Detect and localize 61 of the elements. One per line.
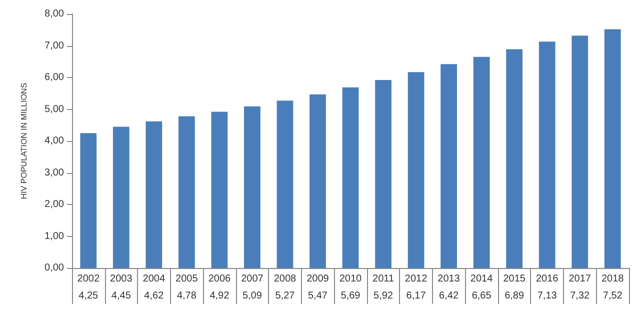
data-label: 6,65 <box>472 290 492 302</box>
x-tick-label: 2017 <box>568 274 592 284</box>
x-tick-label: 2013 <box>438 274 460 284</box>
data-label: 4,92 <box>210 290 230 302</box>
bar <box>473 56 490 268</box>
x-tick-label: 2002 <box>77 274 100 284</box>
bar <box>375 80 392 268</box>
bar <box>310 94 326 268</box>
x-tick-label: 2015 <box>503 274 526 284</box>
y-tick-label: 6,00 <box>44 72 64 83</box>
data-label: 4,25 <box>78 290 99 302</box>
data-label: 7,13 <box>537 290 558 302</box>
x-tick-label: 2007 <box>241 274 264 284</box>
bar <box>342 87 359 268</box>
data-label: 5,47 <box>308 290 328 302</box>
y-tick-label: 5,00 <box>44 104 64 115</box>
y-tick-label: 7,00 <box>44 40 64 52</box>
x-tick-label: 2016 <box>536 274 559 284</box>
bar <box>440 64 457 268</box>
y-tick-label: 4,00 <box>44 136 64 146</box>
data-label: 5,09 <box>242 290 262 302</box>
x-tick-label: 2014 <box>470 274 494 284</box>
x-tick-label: 2010 <box>339 274 362 284</box>
y-tick-label: 2,00 <box>44 199 64 210</box>
bar <box>80 133 97 268</box>
bar <box>211 112 228 268</box>
x-tick-label: 2009 <box>306 274 330 284</box>
data-label: 7,52 <box>602 290 623 302</box>
data-label: 5,27 <box>275 290 296 302</box>
y-tick-label: 8,00 <box>44 8 64 20</box>
bar <box>276 100 294 268</box>
x-tick-label: 2018 <box>601 274 624 284</box>
bar <box>112 126 130 268</box>
y-tick-label: 3,00 <box>44 167 64 178</box>
y-axis-title: HIV POPULATION IN MILLIONS <box>20 82 28 200</box>
y-tick-label: 0,00 <box>44 262 64 274</box>
x-tick-label: 2011 <box>372 274 394 284</box>
bar <box>506 49 523 268</box>
bar <box>244 106 260 268</box>
data-label: 5,92 <box>374 290 394 302</box>
data-label: 4,78 <box>176 290 197 302</box>
bar <box>572 36 588 268</box>
x-tick-label: 2004 <box>142 274 166 284</box>
data-label: 7,32 <box>570 290 590 302</box>
data-label: 4,62 <box>144 290 164 302</box>
bar <box>408 72 424 268</box>
bar <box>538 42 556 268</box>
x-tick-label: 2012 <box>404 274 428 284</box>
x-tick-label: 2005 <box>176 274 198 284</box>
y-tick-label: 1,00 <box>44 230 64 242</box>
data-label: 6,89 <box>504 290 524 302</box>
data-label: 4,45 <box>111 290 132 302</box>
x-tick-label: 2008 <box>274 274 297 284</box>
bar <box>604 29 621 268</box>
x-tick-label: 2006 <box>208 274 231 284</box>
bar <box>178 116 195 268</box>
data-label: 6,17 <box>406 290 426 302</box>
x-tick-label: 2003 <box>110 274 133 284</box>
data-label: 5,69 <box>340 290 361 302</box>
data-label: 6,42 <box>439 290 459 302</box>
bar <box>146 121 162 268</box>
